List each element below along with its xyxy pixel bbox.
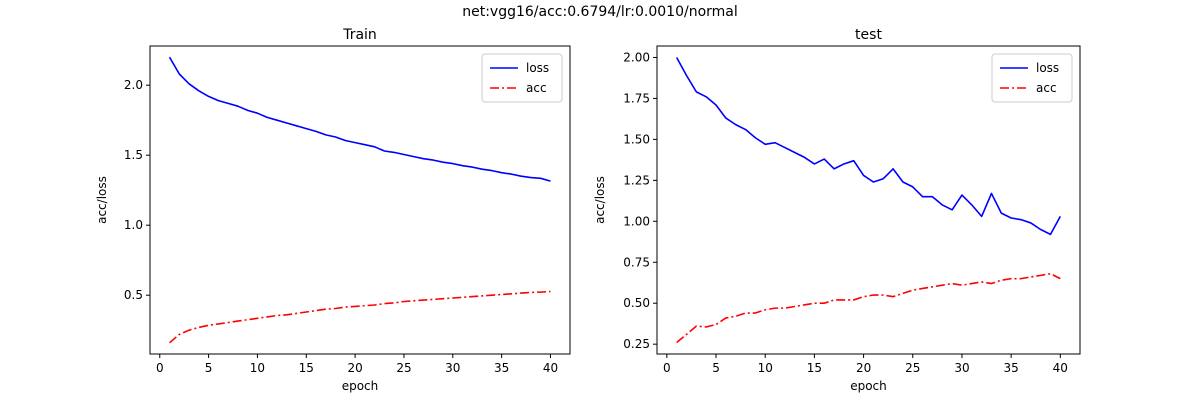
y-tick-label: 1.75 xyxy=(623,91,650,105)
y-tick-label: 2.0 xyxy=(124,78,143,92)
legend-label-acc: acc xyxy=(526,81,547,95)
x-tick-label: 10 xyxy=(250,361,265,375)
y-tick-label: 1.50 xyxy=(623,132,650,146)
y-tick-label: 1.0 xyxy=(124,218,143,232)
x-tick-label: 25 xyxy=(396,361,411,375)
y-tick-label: 0.25 xyxy=(623,337,650,351)
x-tick-label: 20 xyxy=(347,361,362,375)
x-tick-label: 35 xyxy=(494,361,509,375)
y-tick-label: 0.5 xyxy=(124,288,143,302)
y-tick-label: 2.00 xyxy=(623,50,650,64)
axes-frame xyxy=(149,45,571,355)
x-tick-label: 0 xyxy=(156,361,164,375)
subplot-1: test 0 5 10 15 20 25 30 35 40 0.25 0.50 0.75 1.00 1.25… xyxy=(593,27,1081,393)
series-line-acc xyxy=(169,290,551,344)
x-tick-label: 5 xyxy=(712,361,720,375)
subplot-0: Train 0 5 10 15 20 25 30 35 40 0.5 1.0 1.5 2.0 epoch ac… xyxy=(95,27,571,393)
legend: loss acc xyxy=(481,53,563,103)
subplot-title: test xyxy=(855,27,882,43)
x-tick-label: 15 xyxy=(807,361,822,375)
y-tick-label: 1.25 xyxy=(623,173,650,187)
legend-frame xyxy=(481,53,563,103)
y-tick-label: 1.00 xyxy=(623,214,650,228)
series-line-loss xyxy=(675,57,1062,236)
legend-label-loss: loss xyxy=(1036,61,1059,75)
x-tick-label: 25 xyxy=(905,361,920,375)
subplot-title: Train xyxy=(342,27,377,43)
figure-suptitle: net:vgg16/acc:0.6794/lr:0.0010/normal xyxy=(462,4,738,20)
series-line-loss xyxy=(168,56,551,182)
x-tick-label: 10 xyxy=(758,361,773,375)
legend-label-acc: acc xyxy=(1036,81,1057,95)
x-axis-label: epoch xyxy=(850,379,887,393)
legend-frame xyxy=(991,53,1073,103)
y-tick-label: 1.5 xyxy=(124,148,143,162)
y-tick-label: 0.50 xyxy=(623,296,650,310)
y-axis-label: acc/loss xyxy=(95,176,109,224)
x-tick-label: 40 xyxy=(543,361,558,375)
legend-label-loss: loss xyxy=(526,61,549,75)
x-tick-label: 0 xyxy=(663,361,671,375)
x-tick-label: 35 xyxy=(1003,361,1018,375)
x-tick-label: 30 xyxy=(445,361,460,375)
x-tick-label: 40 xyxy=(1053,361,1068,375)
x-tick-label: 15 xyxy=(299,361,314,375)
series-line-acc xyxy=(676,272,1061,344)
axes-frame xyxy=(656,45,1081,355)
y-axis-label: acc/loss xyxy=(593,176,607,224)
x-tick-label: 30 xyxy=(954,361,969,375)
legend: loss acc xyxy=(991,53,1073,103)
x-axis-label: epoch xyxy=(342,379,379,393)
y-tick-label: 0.75 xyxy=(623,255,650,269)
x-tick-label: 5 xyxy=(205,361,213,375)
x-tick-label: 20 xyxy=(856,361,871,375)
